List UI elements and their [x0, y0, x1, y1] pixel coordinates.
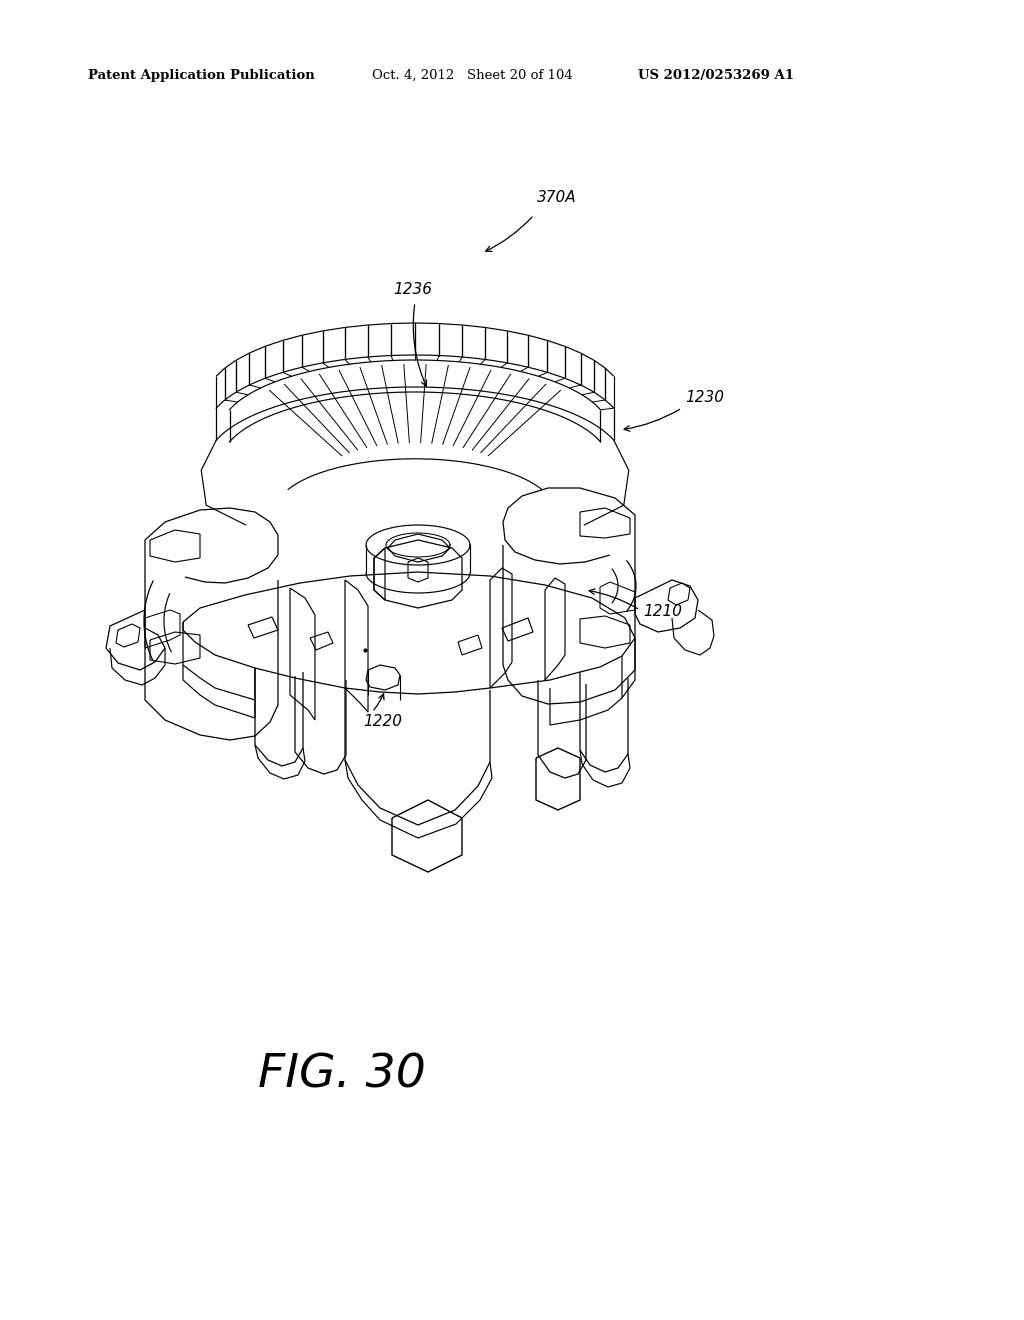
Text: US 2012/0253269 A1: US 2012/0253269 A1: [638, 69, 794, 82]
Text: FIG. 30: FIG. 30: [258, 1052, 426, 1097]
Text: 1230: 1230: [685, 389, 724, 404]
Text: Oct. 4, 2012   Sheet 20 of 104: Oct. 4, 2012 Sheet 20 of 104: [372, 69, 572, 82]
Text: 1220: 1220: [362, 714, 402, 730]
Text: 1210: 1210: [643, 605, 682, 619]
Text: 370A: 370A: [537, 190, 577, 205]
Text: 1236: 1236: [393, 282, 432, 297]
Text: Patent Application Publication: Patent Application Publication: [88, 69, 314, 82]
